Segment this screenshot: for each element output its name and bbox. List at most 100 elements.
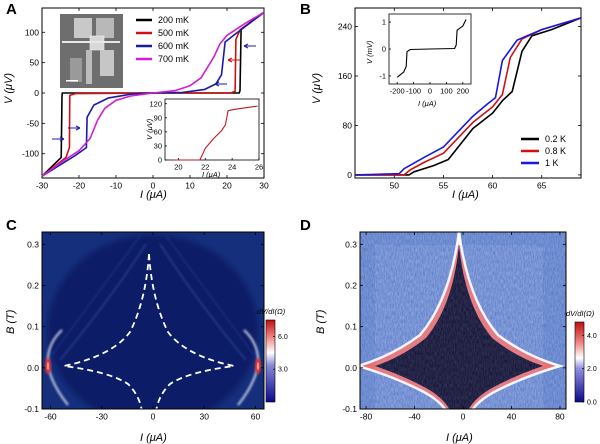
- panel-a-inset-xlabel: I (μA): [202, 170, 221, 179]
- panel-b-frame: [354, 7, 582, 179]
- series-line: [41, 11, 265, 177]
- x-tick-label: 200: [457, 87, 470, 96]
- x-tick-label: -60: [44, 412, 57, 422]
- legend-label-1k: 1 K: [545, 158, 559, 168]
- x-tick-label: 0: [428, 87, 432, 96]
- x-tick-label: -200: [390, 87, 405, 96]
- y-tick-label: 50: [30, 58, 40, 68]
- y-tick-label: 120: [149, 99, 162, 108]
- y-tick-label: 0.3: [345, 239, 357, 249]
- x-tick-label: -30: [96, 412, 109, 422]
- y-tick-label: 160: [338, 71, 352, 81]
- x-tick-label: -20: [73, 181, 86, 191]
- arrow-head-icon: [243, 43, 249, 49]
- series-line: [354, 17, 582, 176]
- panel-b-ticks: 50 55 60 65 0 80 160 240: [338, 8, 581, 191]
- panel-b-inset-ticks: -200 -100 0 100 200 -1 0 1: [379, 18, 469, 96]
- x-tick-label: 0: [151, 412, 156, 422]
- y-tick-label: -0.1: [342, 404, 357, 414]
- legend-label-700mk: 700 mK: [158, 54, 189, 64]
- panel-d-colorbar-label: dV/dI(Ω): [566, 309, 595, 318]
- y-tick-label: 0: [34, 88, 39, 98]
- x-tick-label: 10: [185, 181, 195, 191]
- y-tick-label: 0.2: [27, 280, 39, 290]
- panel-label-a: A: [6, 1, 17, 18]
- panel-label-b: B: [300, 1, 311, 18]
- y-tick-label: 90: [154, 113, 162, 122]
- colorbar-tick-label: 3.0: [278, 367, 288, 374]
- sweep-direction-arrows: [52, 43, 256, 142]
- panel-c-colorbar-label: dV/dI(Ω): [257, 307, 286, 316]
- y-tick-label: 0: [347, 170, 352, 180]
- arrow-head-icon: [227, 57, 233, 63]
- x-tick-label: 26: [255, 163, 263, 172]
- y-tick-label: 0.3: [27, 239, 39, 249]
- y-tick-label: 0.1: [345, 322, 357, 332]
- panel-label-d: D: [300, 217, 311, 234]
- panel-d: -80 -40 0 40 80 -0.1 0.0 0.1 0.2 0.3 0.0 2.0 4.0 dV…: [315, 231, 597, 444]
- legend-label-0.2k: 0.2 K: [545, 134, 566, 144]
- colorbar-tick-label: 6.0: [278, 334, 288, 341]
- panel-a-curves: [41, 11, 265, 177]
- x-tick-label: 30: [199, 412, 209, 422]
- panel-b-ylabel: V (μV): [311, 73, 323, 104]
- panel-c-colorbar-ticks: 3.0 6.0: [273, 334, 288, 374]
- series-line: [355, 17, 582, 176]
- inset-line: [173, 105, 258, 161]
- y-tick-label: 30: [154, 142, 162, 151]
- panel-a-ylabel: V (μV): [3, 73, 15, 104]
- panel-d-xlabel: I (μA): [446, 432, 473, 444]
- panel-b-inset: -200 -100 0 100 200 -1 0 1 I (μA) V (mV): [365, 13, 472, 108]
- panel-c-ylabel: B (T): [5, 309, 17, 334]
- inset-line: [396, 19, 467, 78]
- y-tick-label: 0: [382, 45, 386, 54]
- x-tick-label: -30: [36, 181, 49, 191]
- panel-a-inset: 20 22 24 26 0 30 60 90 120 I (μA) V (μV): [145, 98, 263, 179]
- x-tick-label: 80: [555, 412, 565, 422]
- y-tick-label: 60: [154, 127, 162, 136]
- series-line: [355, 17, 582, 176]
- y-tick-label: -1: [379, 72, 386, 81]
- x-tick-label: -80: [360, 412, 373, 422]
- x-tick-label: 65: [537, 181, 547, 191]
- legend-label-600mk: 600 mK: [158, 41, 189, 51]
- panel-a-inset-curve: [173, 105, 258, 161]
- legend-label-0.8k: 0.8 K: [545, 146, 566, 156]
- y-tick-label: 0: [158, 156, 162, 165]
- panel-b-inset-xlabel: I (μA): [418, 99, 437, 108]
- colorbar-tick-label: 0.0: [587, 400, 597, 407]
- arrow-head-icon: [75, 125, 81, 131]
- y-tick-label: -100: [22, 149, 39, 159]
- panel-c: -60 -30 0 30 60 -0.1 0.0 0.1 0.2 0.3 3.0 6.0 dV/dI…: [5, 231, 288, 444]
- y-tick-label: -50: [27, 118, 40, 128]
- panel-d-colorbar-ticks: 0.0 2.0 4.0: [582, 333, 597, 407]
- panel-c-colorbar: [265, 319, 276, 403]
- sem-image-inset: [60, 14, 123, 88]
- x-tick-label: 0: [461, 412, 466, 422]
- panel-c-ticks: -60 -30 0 30 60 -0.1 0.0 0.1 0.2 0.3: [24, 232, 264, 422]
- panel-a-legend: 200 mK 500 mK 600 mK 700 mK: [133, 12, 203, 68]
- panel-d-ylabel: B (T): [315, 309, 327, 334]
- critical-current-contour: [63, 253, 150, 409]
- x-tick-label: 0: [151, 181, 156, 191]
- x-tick-label: 24: [228, 163, 236, 172]
- y-tick-label: 0.0: [27, 363, 39, 373]
- x-tick-label: 20: [174, 163, 182, 172]
- x-tick-label: 60: [488, 181, 498, 191]
- panel-d-heatmap: [360, 232, 566, 409]
- y-tick-label: 100: [25, 27, 39, 37]
- x-tick-label: 20: [222, 181, 232, 191]
- x-tick-label: 100: [440, 87, 453, 96]
- x-tick-label: -10: [110, 181, 123, 191]
- panel-c-heatmap: [42, 232, 264, 409]
- y-tick-label: 80: [343, 120, 353, 130]
- x-tick-label: -40: [408, 412, 421, 422]
- panel-b-legend: 0.2 K 0.8 K 1 K: [521, 134, 566, 168]
- panel-b-xlabel: I (μA): [452, 189, 479, 201]
- colorbar-tick-label: 4.0: [587, 333, 597, 340]
- panel-a-inset-ylabel: V (μV): [145, 118, 154, 140]
- panel-b-inset-ylabel: V (mV): [365, 40, 374, 64]
